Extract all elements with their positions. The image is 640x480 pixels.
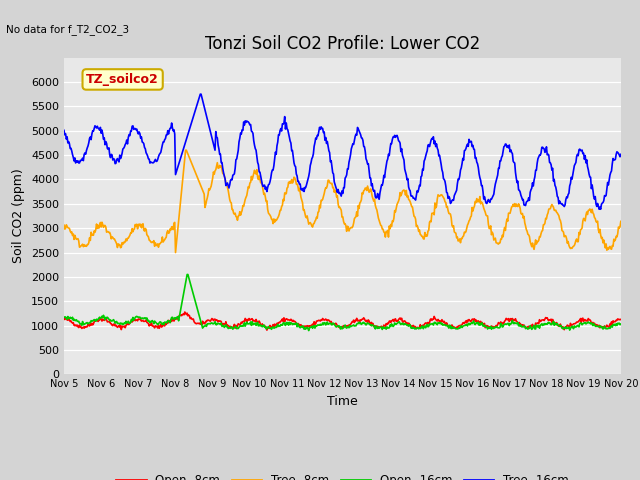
Tree -8cm <box>182 147 189 153</box>
Line: Open -8cm: Open -8cm <box>64 312 621 330</box>
Y-axis label: Soil CO2 (ppm): Soil CO2 (ppm) <box>12 168 26 264</box>
Open -8cm <box>70 323 78 328</box>
Tree -16cm <box>428 137 435 143</box>
Text: No data for f_T2_CO2_3: No data for f_T2_CO2_3 <box>6 24 129 35</box>
Open -16cm <box>214 321 222 326</box>
Open -16cm <box>127 317 135 323</box>
Tree -8cm <box>617 218 625 224</box>
Open -8cm <box>263 327 271 333</box>
Tree -16cm <box>60 128 68 133</box>
Line: Tree -8cm: Tree -8cm <box>64 150 621 252</box>
Open -8cm <box>617 316 625 322</box>
Title: Tonzi Soil CO2 Profile: Lower CO2: Tonzi Soil CO2 Profile: Lower CO2 <box>205 35 480 53</box>
Tree -8cm <box>172 250 179 255</box>
Line: Tree -16cm: Tree -16cm <box>64 94 621 209</box>
Open -16cm <box>617 322 625 327</box>
Open -16cm <box>428 321 436 327</box>
Open -8cm <box>185 312 193 318</box>
Tree -8cm <box>127 230 135 236</box>
Tree -16cm <box>617 152 625 157</box>
Legend: Open -8cm, Tree -8cm, Open -16cm, Tree -16cm: Open -8cm, Tree -8cm, Open -16cm, Tree -… <box>111 469 573 480</box>
Open -8cm <box>428 317 436 323</box>
Open -16cm <box>60 314 68 320</box>
Tree -16cm <box>597 206 605 212</box>
Open -16cm <box>185 275 193 280</box>
Open -8cm <box>214 319 222 325</box>
Open -16cm <box>70 316 78 322</box>
Tree -16cm <box>184 132 192 137</box>
Open -16cm <box>305 328 312 334</box>
Open -16cm <box>412 326 419 332</box>
Open -8cm <box>181 309 189 315</box>
Tree -8cm <box>428 211 436 216</box>
Open -8cm <box>127 319 135 324</box>
Tree -16cm <box>411 196 419 202</box>
Tree -16cm <box>70 158 78 164</box>
Tree -16cm <box>196 91 204 97</box>
Text: TZ_soilco2: TZ_soilco2 <box>86 73 159 86</box>
Tree -8cm <box>70 237 78 242</box>
Open -8cm <box>412 324 419 330</box>
Tree -8cm <box>412 216 419 222</box>
X-axis label: Time: Time <box>327 395 358 408</box>
Tree -8cm <box>60 222 68 228</box>
Tree -16cm <box>127 128 135 134</box>
Tree -8cm <box>215 165 223 171</box>
Line: Open -16cm: Open -16cm <box>64 275 621 331</box>
Open -16cm <box>183 272 191 277</box>
Tree -16cm <box>214 142 222 148</box>
Open -8cm <box>60 316 68 322</box>
Tree -8cm <box>186 155 193 161</box>
